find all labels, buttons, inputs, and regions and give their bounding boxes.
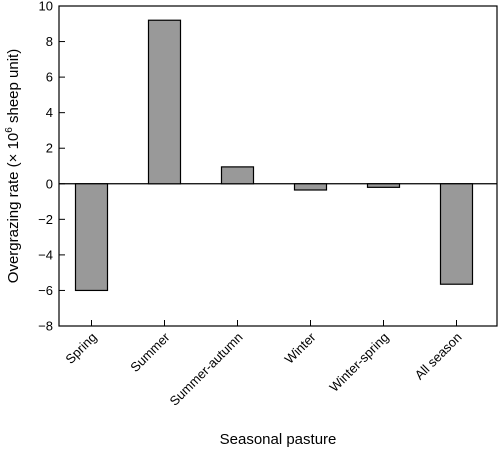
bars-group bbox=[74, 19, 474, 292]
y-axis-ticks: −8 −6 −4 −2 0 2 4 6 8 10 bbox=[38, 0, 65, 334]
y-tick-label: 2 bbox=[46, 141, 53, 156]
y-tick-label: 4 bbox=[46, 105, 53, 120]
y-axis-title-suffix: sheep unit) bbox=[5, 49, 22, 127]
y-tick-label: −4 bbox=[38, 247, 53, 262]
y-tick-label: −2 bbox=[38, 212, 53, 227]
bar-all-season bbox=[439, 183, 474, 285]
y-tick-label: 8 bbox=[46, 34, 53, 49]
bar-winter bbox=[293, 183, 328, 191]
x-tick-label: Winter-spring bbox=[326, 330, 391, 395]
x-axis-title: Seasonal pasture bbox=[220, 431, 337, 448]
plot-border bbox=[58, 5, 498, 327]
y-tick-label: 0 bbox=[46, 176, 53, 191]
x-tick-label: Summer bbox=[127, 329, 173, 375]
bar-spring bbox=[74, 183, 109, 292]
y-tick-label: −8 bbox=[38, 319, 53, 334]
bar-winter-spring bbox=[366, 183, 401, 188]
x-tick-label: Winter bbox=[281, 329, 319, 367]
bar-summer bbox=[147, 19, 182, 185]
bar-summer-autumn bbox=[220, 166, 255, 185]
x-tick-label: Summer-autumn bbox=[167, 330, 246, 409]
y-tick-label: 6 bbox=[46, 70, 53, 85]
y-axis-title-exponent: 6 bbox=[4, 127, 15, 133]
y-axis-title-prefix: Overgrazing rate (× 10 bbox=[5, 133, 22, 284]
y-tick-label: 10 bbox=[39, 0, 53, 14]
x-tick-label: Spring bbox=[62, 330, 99, 367]
plot-frame bbox=[58, 5, 498, 327]
y-axis-title: Overgrazing rate (× 106 sheep unit) bbox=[4, 49, 22, 283]
x-tick-label: All season bbox=[412, 330, 465, 383]
y-tick-label: −6 bbox=[38, 283, 53, 298]
